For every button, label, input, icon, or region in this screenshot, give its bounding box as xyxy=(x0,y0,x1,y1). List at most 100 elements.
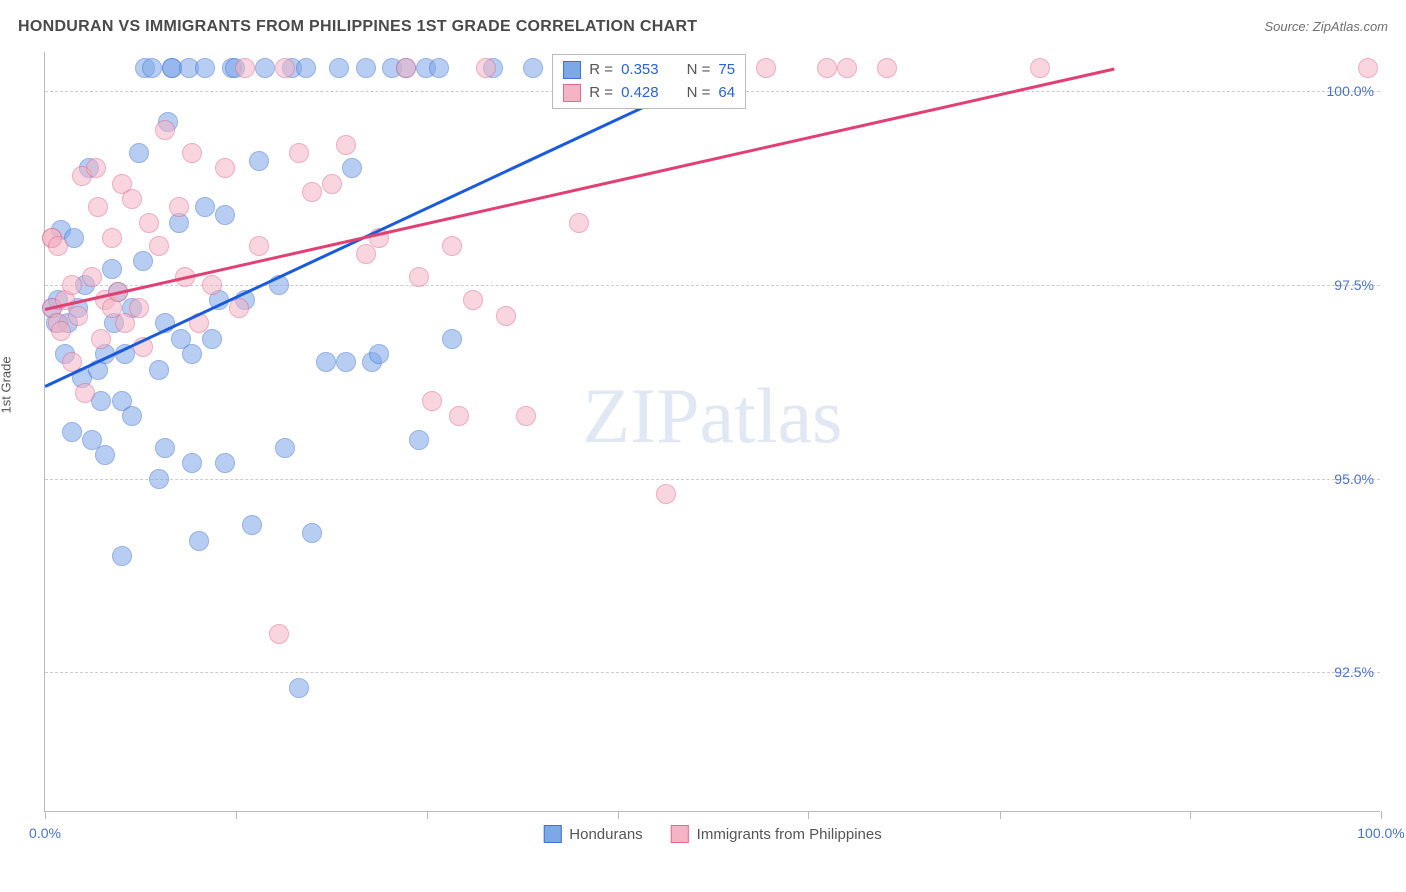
scatter-point xyxy=(235,58,255,78)
xtick xyxy=(1381,811,1382,819)
ytick-label: 97.5% xyxy=(1334,277,1374,293)
scatter-point xyxy=(656,484,676,504)
legend-swatch xyxy=(563,61,581,79)
scatter-point xyxy=(195,197,215,217)
scatter-point xyxy=(302,523,322,543)
r-value: 0.353 xyxy=(621,59,659,82)
scatter-point xyxy=(62,275,82,295)
xtick xyxy=(808,811,809,819)
scatter-point xyxy=(122,406,142,426)
legend-label: Hondurans xyxy=(569,826,642,843)
scatter-point xyxy=(269,624,289,644)
scatter-point xyxy=(68,306,88,326)
scatter-point xyxy=(442,329,462,349)
scatter-point xyxy=(249,151,269,171)
scatter-point xyxy=(75,383,95,403)
scatter-point xyxy=(336,135,356,155)
scatter-point xyxy=(336,352,356,372)
scatter-point xyxy=(129,143,149,163)
scatter-point xyxy=(242,515,262,535)
scatter-point xyxy=(369,344,389,364)
legend: Hondurans Immigrants from Philippines xyxy=(543,825,881,843)
scatter-point xyxy=(195,58,215,78)
legend-item: Immigrants from Philippines xyxy=(671,825,882,843)
scatter-point xyxy=(409,430,429,450)
scatter-point xyxy=(409,267,429,287)
xtick-label: 100.0% xyxy=(1357,825,1404,841)
ytick-label: 100.0% xyxy=(1327,83,1374,99)
scatter-point xyxy=(396,58,416,78)
scatter-point xyxy=(139,213,159,233)
scatter-point xyxy=(569,213,589,233)
scatter-point xyxy=(91,329,111,349)
stats-box: R = 0.353 N = 75 R = 0.428 N = 64 xyxy=(552,54,746,109)
scatter-point xyxy=(129,298,149,318)
n-value: 75 xyxy=(718,59,735,82)
scatter-point xyxy=(102,259,122,279)
n-label: N = xyxy=(687,82,711,105)
scatter-point xyxy=(155,438,175,458)
chart-title: HONDURAN VS IMMIGRANTS FROM PHILIPPINES … xyxy=(18,18,697,36)
xtick xyxy=(618,811,619,819)
scatter-point xyxy=(149,469,169,489)
scatter-plot: ZIPatlas 92.5%95.0%97.5%100.0%0.0%100.0%… xyxy=(44,52,1380,812)
n-label: N = xyxy=(687,59,711,82)
scatter-point xyxy=(275,58,295,78)
n-value: 64 xyxy=(718,82,735,105)
chart-header: HONDURAN VS IMMIGRANTS FROM PHILIPPINES … xyxy=(18,18,1388,36)
scatter-point xyxy=(133,251,153,271)
gridline-h xyxy=(45,479,1380,480)
r-value: 0.428 xyxy=(621,82,659,105)
y-axis-label: 1st Grade xyxy=(0,356,14,413)
stats-row: R = 0.353 N = 75 xyxy=(563,59,735,82)
scatter-point xyxy=(302,182,322,202)
r-label: R = xyxy=(589,59,613,82)
scatter-point xyxy=(496,306,516,326)
scatter-point xyxy=(88,197,108,217)
scatter-point xyxy=(275,438,295,458)
ytick-label: 95.0% xyxy=(1334,471,1374,487)
scatter-point xyxy=(215,205,235,225)
scatter-point xyxy=(356,244,376,264)
scatter-point xyxy=(449,406,469,426)
scatter-point xyxy=(316,352,336,372)
scatter-point xyxy=(817,58,837,78)
scatter-point xyxy=(122,189,142,209)
scatter-point xyxy=(82,267,102,287)
scatter-point xyxy=(289,143,309,163)
scatter-point xyxy=(182,453,202,473)
gridline-h xyxy=(45,672,1380,673)
legend-swatch xyxy=(671,825,689,843)
scatter-point xyxy=(86,158,106,178)
xtick xyxy=(427,811,428,819)
scatter-point xyxy=(289,678,309,698)
scatter-point xyxy=(322,174,342,194)
legend-label: Immigrants from Philippines xyxy=(697,826,882,843)
stats-row: R = 0.428 N = 64 xyxy=(563,82,735,105)
xtick xyxy=(1190,811,1191,819)
scatter-point xyxy=(356,58,376,78)
scatter-point xyxy=(422,391,442,411)
scatter-point xyxy=(837,58,857,78)
scatter-point xyxy=(202,275,222,295)
scatter-point xyxy=(215,158,235,178)
xtick xyxy=(1000,811,1001,819)
scatter-point xyxy=(149,236,169,256)
scatter-point xyxy=(189,531,209,551)
legend-swatch xyxy=(563,84,581,102)
scatter-point xyxy=(62,422,82,442)
legend-swatch xyxy=(543,825,561,843)
scatter-point xyxy=(523,58,543,78)
xtick xyxy=(45,811,46,819)
scatter-point xyxy=(115,313,135,333)
xtick xyxy=(236,811,237,819)
scatter-point xyxy=(296,58,316,78)
scatter-point xyxy=(249,236,269,256)
scatter-point xyxy=(463,290,483,310)
scatter-point xyxy=(516,406,536,426)
r-label: R = xyxy=(589,82,613,105)
scatter-point xyxy=(182,344,202,364)
scatter-point xyxy=(229,298,249,318)
scatter-point xyxy=(877,58,897,78)
scatter-point xyxy=(756,58,776,78)
